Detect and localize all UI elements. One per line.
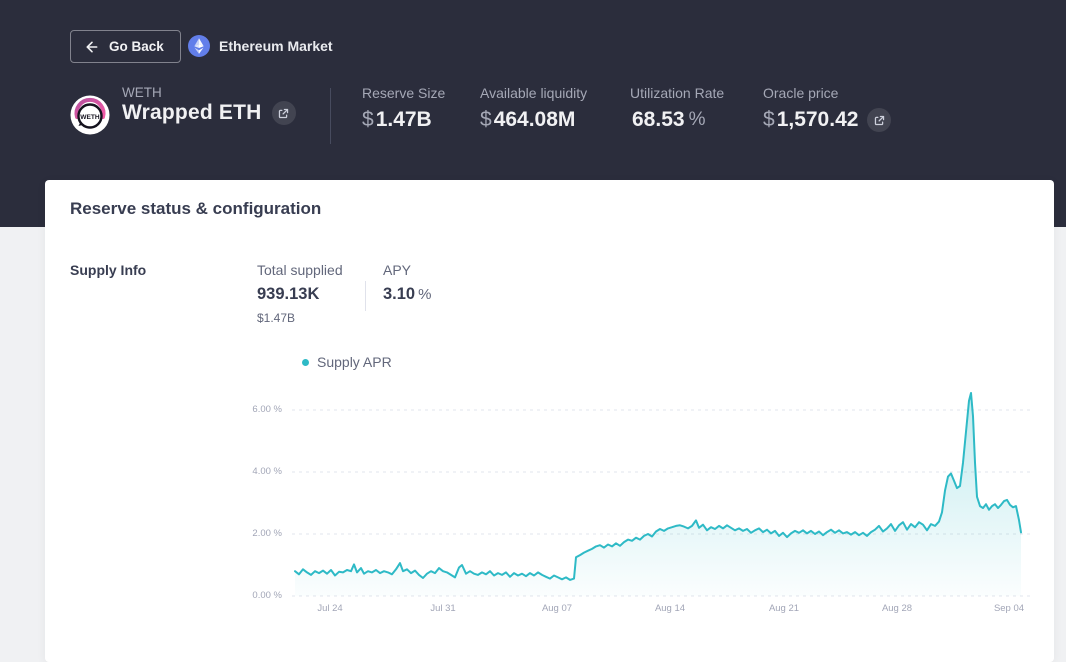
oracle-external-link-button[interactable] [867, 108, 892, 132]
currency-symbol: $ [480, 108, 492, 131]
stat-utilization-rate: Utilization Rate 68.53% [630, 85, 724, 132]
x-tick-label: Aug 07 [541, 603, 573, 614]
supply-apr-chart[interactable] [290, 385, 1035, 597]
external-link-icon [874, 115, 885, 125]
stat-available-liquidity: Available liquidity $464.08M [480, 85, 587, 132]
svg-text:WETH: WETH [80, 114, 100, 121]
legend-dot-icon [302, 358, 309, 366]
ethereum-icon [188, 35, 210, 57]
y-tick-label: 4.00 % [252, 466, 282, 477]
stat-value: 1,570.42 [776, 108, 859, 131]
apy-value: 3.10% [383, 285, 432, 303]
legend-label: Supply APR [317, 354, 392, 370]
stat-label: Oracle price [763, 85, 839, 101]
stat-label: Reserve Size [362, 85, 446, 101]
percent-symbol: % [418, 286, 432, 303]
stat-value: 1.47B [375, 108, 432, 131]
supply-divider [365, 281, 366, 311]
apy-label: APY [383, 262, 412, 278]
x-tick-label: Jul 31 [430, 603, 456, 614]
header-divider [330, 88, 331, 144]
currency-symbol: $ [763, 108, 775, 131]
stat-label: Utilization Rate [630, 85, 725, 101]
stat-label: Available liquidity [480, 85, 588, 101]
stat-oracle-price: Oracle price $1,570.42 [763, 85, 892, 132]
y-tick-label: 2.00 % [252, 528, 282, 539]
asset-external-link-button[interactable] [271, 101, 296, 125]
reserve-status-card: Reserve status & configuration Supply In… [45, 180, 1054, 662]
market-label: Ethereum Market [219, 38, 333, 54]
x-tick-label: Aug 28 [881, 603, 913, 614]
card-title: Reserve status & configuration [70, 199, 322, 218]
x-tick-label: Aug 21 [768, 603, 800, 614]
stat-value: 68.53 [632, 108, 685, 131]
asset-name: Wrapped ETH [122, 101, 262, 124]
go-back-button[interactable]: Go Back [70, 30, 181, 63]
currency-symbol: $ [362, 108, 374, 131]
stat-value: 464.08M [493, 108, 576, 131]
percent-symbol: % [688, 109, 706, 130]
total-supplied-usd: $1.47B [257, 311, 296, 325]
asset-symbol: WETH [122, 85, 162, 100]
total-supplied-label: Total supplied [257, 262, 343, 278]
supply-info-label: Supply Info [70, 262, 147, 278]
x-tick-label: Sep 04 [993, 603, 1025, 614]
stat-reserve-size: Reserve Size $1.47B [362, 85, 445, 132]
weth-token-icon: WETH [70, 95, 110, 135]
chart-legend: Supply APR [302, 354, 392, 370]
y-tick-label: 0.00 % [252, 590, 282, 601]
x-tick-label: Jul 24 [317, 603, 343, 614]
arrow-left-icon [86, 41, 98, 52]
external-link-icon [278, 108, 289, 118]
y-tick-label: 6.00 % [252, 404, 282, 415]
go-back-label: Go Back [109, 39, 164, 54]
x-tick-label: Aug 14 [654, 603, 686, 614]
total-supplied-value: 939.13K [257, 285, 320, 303]
market-selector[interactable]: Ethereum Market [188, 35, 333, 57]
